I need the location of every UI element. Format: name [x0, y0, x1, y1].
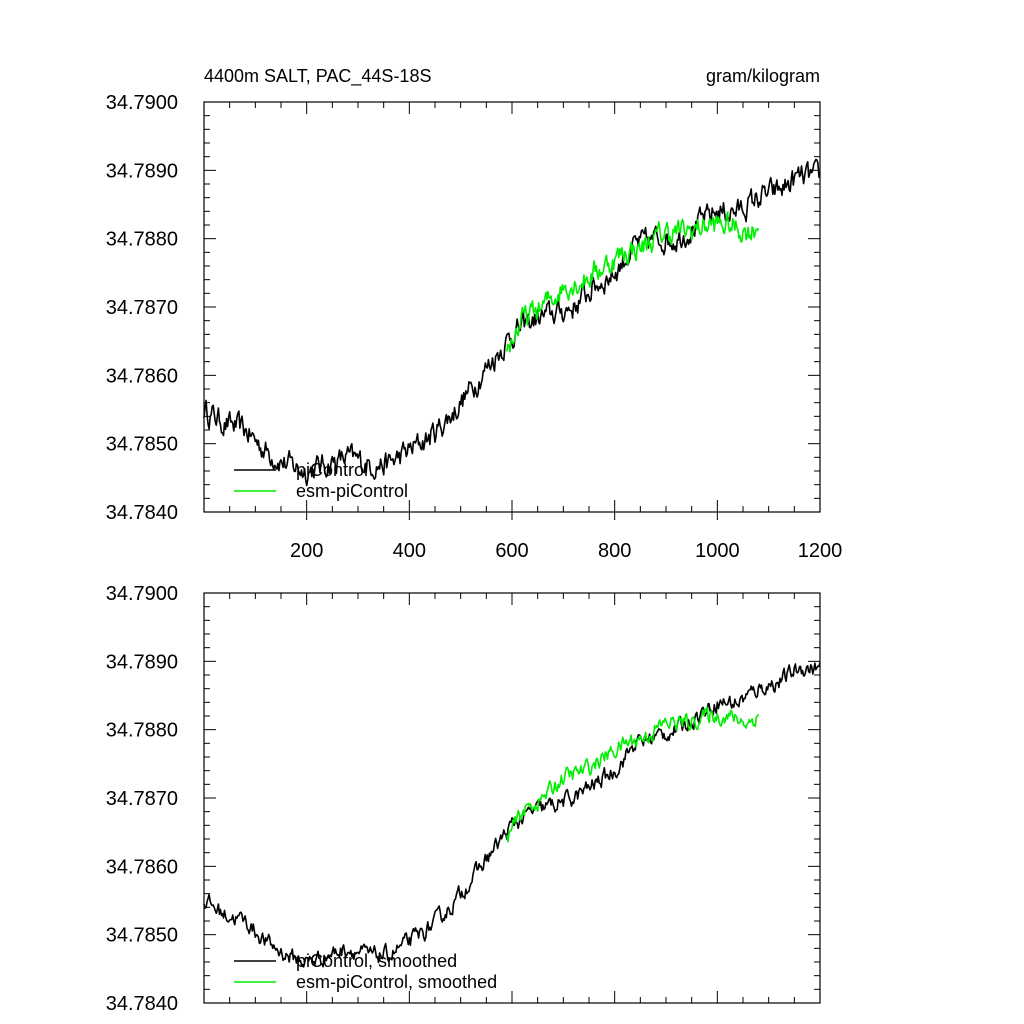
- axes: [203, 101, 821, 520]
- legend-label: esm-piControl: [296, 481, 408, 501]
- y-tick-label: 34.7870: [106, 788, 178, 810]
- y-tick-label: 34.7850: [106, 434, 178, 456]
- legend-label: esm-piControl, smoothed: [296, 972, 497, 992]
- raw-panel: 34.7840 34.7850 34.7860 34.7870 34.7880 …: [106, 92, 843, 562]
- legend: piControl esm-piControl: [234, 460, 408, 501]
- y-tick-label: 34.7860: [106, 365, 178, 387]
- series-line-esm-picontrol: [506, 211, 760, 353]
- series-line-picontrol: [203, 158, 821, 487]
- smoothed-panel: 34.7840 34.7850 34.7860 34.7870 34.7880 …: [106, 583, 821, 1015]
- x-tick-label: 1200: [798, 540, 843, 562]
- y-tick-label: 34.7870: [106, 297, 178, 319]
- units-label: gram/kilogram: [706, 66, 820, 86]
- y-tick-label: 34.7850: [106, 925, 178, 947]
- x-axis-labels: 200 400 600 800 1000 1200: [290, 540, 842, 562]
- y-tick-label: 34.7840: [106, 993, 178, 1015]
- y-tick-label: 34.7880: [106, 720, 178, 742]
- y-tick-label: 34.7890: [106, 160, 178, 182]
- legend-label: piControl, smoothed: [296, 951, 457, 971]
- y-tick-label: 34.7840: [106, 502, 178, 524]
- y-axis-labels: 34.7840 34.7850 34.7860 34.7870 34.7880 …: [106, 92, 178, 524]
- y-tick-label: 34.7900: [106, 92, 178, 114]
- axes: [203, 592, 821, 1004]
- x-tick-label: 1000: [695, 540, 740, 562]
- series-line-esm-picontrol-smoothed: [506, 706, 760, 843]
- x-tick-label: 800: [598, 540, 631, 562]
- x-tick-label: 600: [495, 540, 528, 562]
- y-tick-label: 34.7860: [106, 856, 178, 878]
- plot-frame: [203, 101, 821, 513]
- y-tick-label: 34.7900: [106, 583, 178, 605]
- x-tick-label: 400: [393, 540, 426, 562]
- y-axis-labels: 34.7840 34.7850 34.7860 34.7870 34.7880 …: [106, 583, 178, 1015]
- chart-title: 4400m SALT, PAC_44S-18S: [204, 66, 431, 87]
- y-tick-label: 34.7880: [106, 229, 178, 251]
- x-tick-label: 200: [290, 540, 323, 562]
- legend: piControl, smoothed esm-piControl, smoot…: [234, 951, 497, 992]
- plot-frame: [203, 592, 821, 1004]
- series-line-picontrol-smoothed: [203, 662, 821, 968]
- legend-label: piControl: [296, 460, 368, 480]
- y-tick-label: 34.7890: [106, 651, 178, 673]
